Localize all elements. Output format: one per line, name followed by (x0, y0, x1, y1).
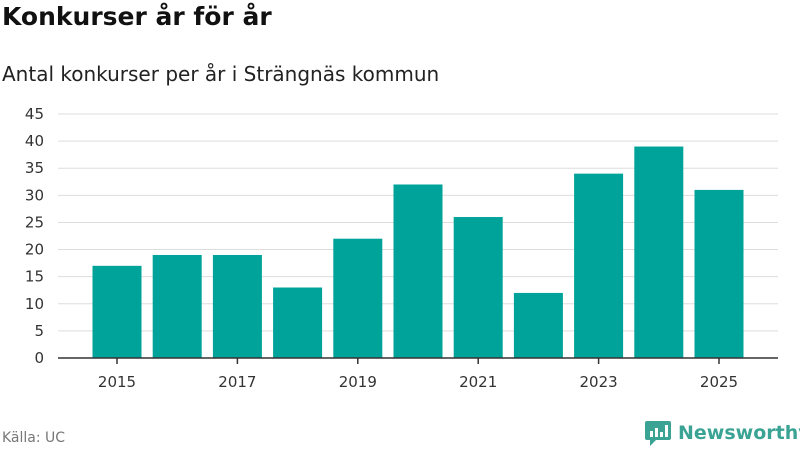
y-tick-label: 5 (34, 322, 44, 340)
y-axis-tick-labels: 0 5 10 15 20 25 30 35 40 45 (25, 105, 44, 367)
bar-2022 (513, 292, 563, 358)
bar-2023 (574, 173, 624, 358)
chart-title: Konkurser år för år (2, 2, 272, 31)
source-note: Källa: UC (2, 430, 66, 446)
brand-name: Newsworthy (678, 422, 800, 444)
bar-2019 (333, 238, 383, 358)
y-tick-label: 0 (34, 349, 44, 367)
y-tick-label: 15 (25, 268, 44, 286)
brand-logo: Newsworthy (644, 419, 800, 447)
bar-2025 (694, 189, 744, 358)
x-tick-label: 2025 (700, 373, 738, 391)
newsworthy-logo-icon (645, 421, 671, 446)
chart-subtitle: Antal konkurser per år i Strängnäs kommu… (2, 62, 440, 86)
y-tick-label: 25 (25, 213, 44, 231)
bar-2021 (453, 217, 503, 358)
y-tick-label: 30 (25, 186, 44, 204)
bar-2020 (393, 184, 443, 358)
bar-2018 (273, 287, 323, 358)
bar-2015 (92, 265, 142, 358)
y-tick-label: 40 (25, 132, 44, 150)
x-tick-label: 2023 (580, 373, 618, 391)
x-tick-label: 2021 (459, 373, 497, 391)
x-tick-label: 2017 (218, 373, 256, 391)
x-tick-label: 2015 (98, 373, 136, 391)
x-tick-label: 2019 (339, 373, 377, 391)
bars (92, 146, 744, 358)
y-tick-label: 20 (25, 241, 44, 259)
x-axis (58, 357, 778, 364)
y-tick-label: 35 (25, 159, 44, 177)
y-tick-label: 10 (25, 295, 44, 313)
bar-2016 (152, 254, 202, 358)
y-tick-label: 45 (25, 105, 44, 123)
bar-2024 (634, 146, 684, 358)
bar-2017 (212, 254, 262, 358)
x-axis-tick-labels: 2015 2017 2019 2021 2023 2025 (98, 373, 738, 391)
